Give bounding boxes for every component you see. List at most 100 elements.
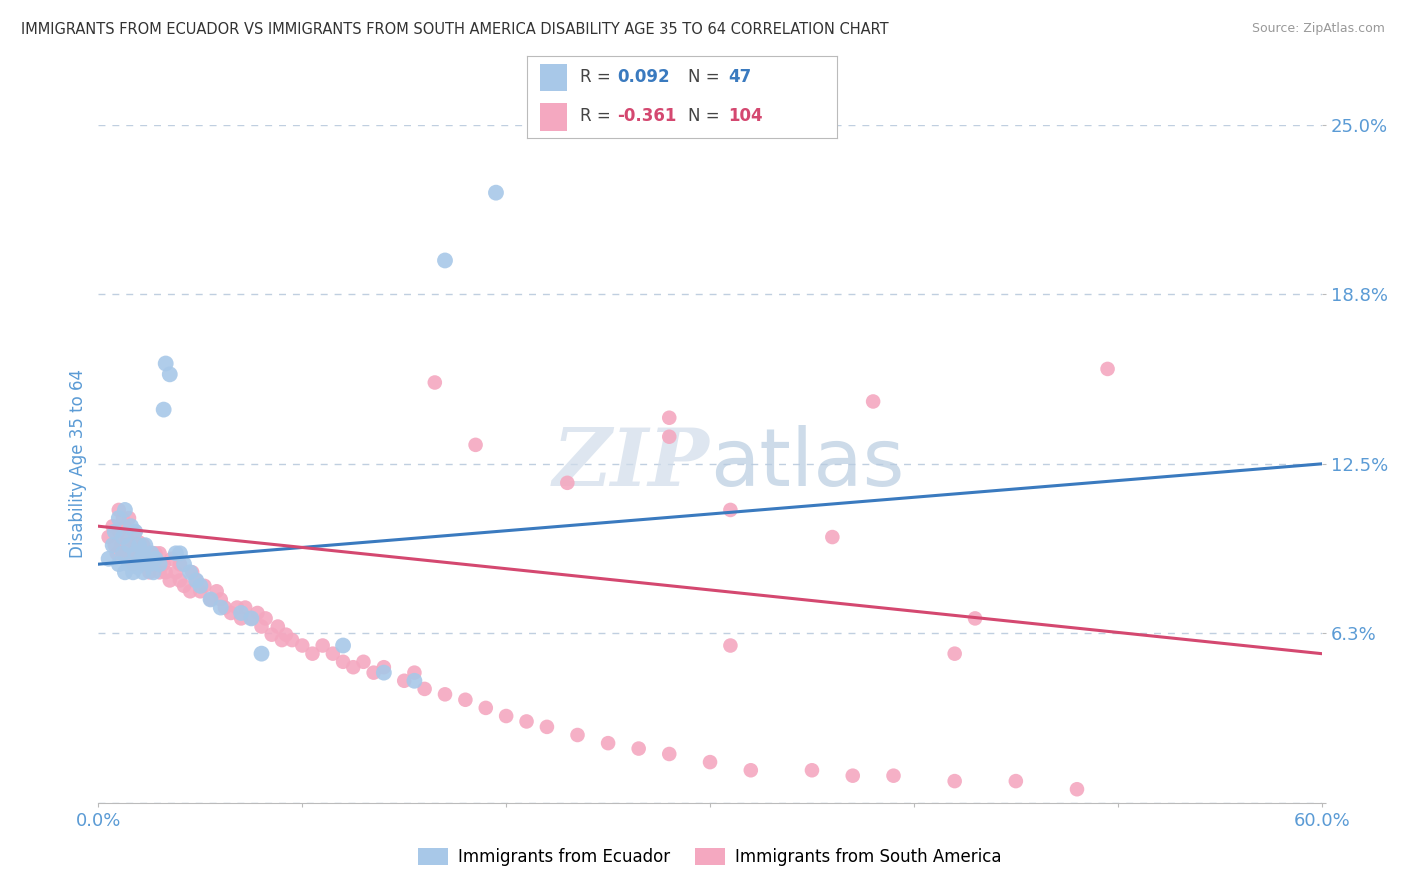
Point [141,546,163,560]
Point [152,557,174,571]
Point [943,647,966,661]
Point [231,606,253,620]
Point [97,530,120,544]
Point [260,628,283,642]
Point [392,673,416,688]
Point [214,600,236,615]
Point [301,647,323,661]
Point [179,584,201,599]
Bar [540,63,568,92]
Point [270,633,294,648]
Text: R =: R = [579,68,616,86]
Point [231,611,253,625]
Point [658,410,681,425]
Point [111,530,134,544]
Point [132,566,155,580]
Point [97,551,120,566]
Point [120,546,142,560]
Point [240,611,263,625]
Point [165,566,187,580]
Y-axis label: Disability Age 35 to 64: Disability Age 35 to 64 [69,369,87,558]
Point [434,687,457,701]
Point [149,546,172,560]
Point [254,611,277,625]
Point [138,557,160,571]
Legend: Immigrants from Ecuador, Immigrants from South America: Immigrants from Ecuador, Immigrants from… [412,841,1008,872]
Point [536,720,558,734]
Point [1004,774,1026,789]
Point [246,606,269,620]
Text: Source: ZipAtlas.com: Source: ZipAtlas.com [1251,22,1385,36]
Point [115,530,138,544]
Point [128,557,150,571]
Point [883,769,905,783]
Point [658,747,681,761]
Point [114,566,136,580]
Point [200,592,222,607]
Point [373,665,395,680]
Point [145,546,167,560]
Point [188,579,212,593]
Point [101,538,124,552]
Point [1097,362,1119,376]
Point [142,557,165,571]
Point [943,774,966,789]
Point [821,530,844,544]
Point [332,639,354,653]
Point [132,557,155,571]
Bar [540,103,568,131]
Point [226,600,249,615]
Point [110,538,132,552]
Point [332,655,354,669]
Point [134,538,156,552]
Point [363,665,385,680]
Point [108,557,131,571]
Point [965,611,987,625]
Point [740,764,762,778]
Point [124,538,146,552]
Point [129,551,152,566]
Text: 47: 47 [728,68,752,86]
Point [801,764,824,778]
Point [160,551,183,566]
Point [240,611,263,625]
Point [128,535,150,549]
Point [404,673,426,688]
Point [186,574,208,588]
Point [152,402,174,417]
Point [423,376,446,390]
Text: atlas: atlas [710,425,904,503]
Point [718,639,742,653]
Point [181,566,204,580]
Point [114,503,136,517]
Point [134,551,156,566]
Point [186,574,208,588]
Point [250,647,273,661]
Point [413,681,436,696]
Point [342,660,364,674]
Point [149,566,172,580]
Point [132,546,155,560]
Point [179,566,201,580]
Point [111,546,134,560]
Point [118,557,141,571]
Point [485,186,508,200]
Point [658,430,681,444]
Point [108,511,131,525]
Point [841,769,863,783]
Point [233,600,256,615]
Point [118,538,141,552]
Point [495,709,517,723]
Text: N =: N = [688,68,725,86]
Point [169,574,191,588]
Point [209,592,232,607]
Point [165,546,187,560]
Point [155,566,177,580]
Point [138,566,160,580]
Point [274,628,297,642]
Point [118,551,141,566]
Point [114,519,136,533]
Point [322,647,344,661]
Point [699,755,721,769]
Text: 104: 104 [728,107,763,125]
